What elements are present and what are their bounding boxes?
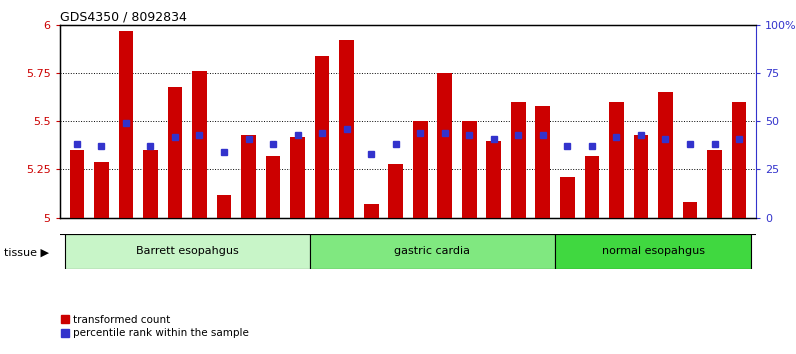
Bar bbox=[64, 234, 310, 269]
Bar bbox=[732, 102, 747, 218]
Bar bbox=[413, 121, 427, 218]
Bar bbox=[168, 86, 182, 218]
Bar bbox=[536, 106, 550, 218]
Bar bbox=[314, 56, 330, 218]
Text: Barrett esopahgus: Barrett esopahgus bbox=[136, 246, 239, 256]
Bar bbox=[192, 71, 207, 218]
Bar bbox=[364, 204, 379, 218]
Bar bbox=[388, 164, 403, 218]
Bar bbox=[584, 156, 599, 218]
Legend: transformed count, percentile rank within the sample: transformed count, percentile rank withi… bbox=[61, 315, 249, 338]
Text: normal esopahgus: normal esopahgus bbox=[602, 246, 704, 256]
Bar bbox=[437, 73, 452, 218]
Bar bbox=[683, 202, 697, 218]
Text: GDS4350 / 8092834: GDS4350 / 8092834 bbox=[60, 11, 186, 24]
Bar bbox=[658, 92, 673, 218]
Text: gastric cardia: gastric cardia bbox=[395, 246, 470, 256]
Bar bbox=[511, 102, 525, 218]
Bar bbox=[707, 150, 722, 218]
Bar bbox=[609, 102, 624, 218]
Bar bbox=[143, 150, 158, 218]
Bar bbox=[634, 135, 648, 218]
Bar bbox=[217, 195, 232, 218]
Bar bbox=[339, 40, 354, 218]
Bar bbox=[555, 234, 751, 269]
Bar bbox=[241, 135, 256, 218]
Bar bbox=[119, 30, 133, 218]
Bar bbox=[266, 156, 280, 218]
Bar bbox=[94, 162, 109, 218]
Bar bbox=[462, 121, 477, 218]
Bar bbox=[291, 137, 305, 218]
Bar bbox=[310, 234, 555, 269]
Bar bbox=[560, 177, 575, 218]
Bar bbox=[486, 141, 501, 218]
Bar bbox=[69, 150, 84, 218]
Text: tissue ▶: tissue ▶ bbox=[4, 248, 49, 258]
